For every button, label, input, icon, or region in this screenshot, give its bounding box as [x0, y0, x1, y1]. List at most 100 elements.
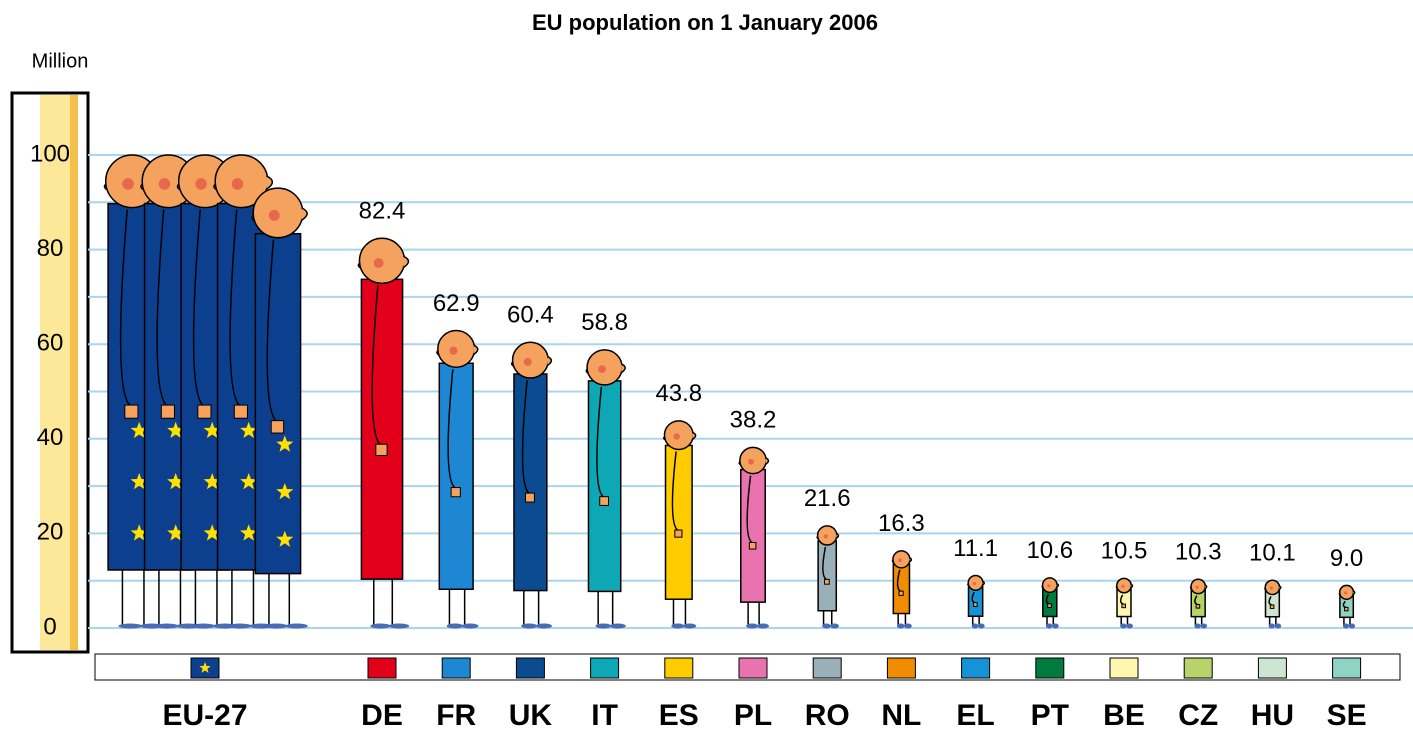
value-label: 16.3 — [878, 510, 925, 537]
hand — [823, 578, 830, 585]
star — [240, 473, 258, 490]
arm — [671, 451, 679, 531]
star — [130, 524, 148, 541]
y-tick-label: 20 — [37, 519, 64, 546]
body — [360, 278, 404, 580]
foot — [1268, 623, 1275, 629]
hand — [124, 404, 139, 419]
body — [254, 232, 302, 575]
body — [438, 362, 474, 591]
ear — [982, 580, 985, 586]
arm — [371, 285, 381, 445]
legend-swatch — [367, 657, 397, 679]
ear — [1278, 585, 1282, 591]
person-figure — [1115, 577, 1134, 629]
ear — [266, 175, 274, 190]
cheek — [158, 178, 171, 190]
body — [513, 373, 548, 592]
hand — [524, 492, 535, 503]
foot — [370, 623, 391, 629]
cheek — [1195, 585, 1199, 589]
legend-swatch — [961, 657, 991, 679]
hand — [1269, 604, 1275, 610]
ear — [1130, 583, 1134, 589]
axis-strip — [40, 95, 70, 650]
arm — [596, 386, 604, 498]
ear — [1204, 584, 1208, 590]
arm — [896, 569, 902, 592]
person-figure — [1041, 577, 1060, 629]
arm — [229, 209, 240, 406]
foot — [285, 623, 308, 629]
arm — [746, 475, 753, 544]
cheek — [598, 365, 606, 373]
cheek — [748, 458, 754, 465]
hand — [1344, 606, 1349, 612]
body — [587, 380, 622, 593]
ear — [546, 355, 553, 367]
hand — [599, 496, 610, 506]
person-figure — [357, 237, 410, 629]
body — [817, 540, 838, 612]
star — [276, 483, 294, 500]
person-figure — [663, 420, 697, 629]
person-figure — [585, 349, 626, 629]
y-tick-label: 80 — [37, 235, 64, 262]
arm — [192, 209, 204, 406]
x-tick-label: ES — [659, 699, 699, 732]
star — [203, 524, 221, 541]
value-label: 10.6 — [1026, 537, 1073, 564]
foot — [830, 623, 839, 629]
value-label: 60.4 — [507, 302, 554, 329]
star — [276, 435, 294, 452]
hand — [270, 420, 285, 434]
foot — [822, 623, 831, 629]
hand — [898, 590, 904, 596]
foot — [154, 623, 179, 629]
y-tick-label: 40 — [37, 424, 64, 451]
hand — [1195, 604, 1201, 609]
ear — [909, 556, 913, 563]
arm — [447, 369, 456, 489]
foot — [757, 623, 769, 629]
foot — [1120, 623, 1127, 629]
hand — [197, 404, 212, 419]
hand — [674, 529, 683, 538]
x-tick-label: BE — [1103, 699, 1145, 732]
arm — [119, 209, 131, 406]
person-figure — [1264, 579, 1282, 629]
legend-swatch — [664, 657, 694, 679]
person-figure — [1189, 578, 1208, 629]
cheek — [673, 433, 680, 440]
x-tick-label: UK — [509, 699, 553, 732]
y-axis-label: Million — [32, 50, 89, 72]
legend-swatch — [1035, 657, 1065, 679]
x-tick-label: RO — [805, 699, 850, 732]
body — [740, 468, 766, 603]
x-tick-label: EL — [956, 699, 994, 732]
cheek — [1269, 586, 1273, 590]
foot — [535, 623, 553, 629]
foot — [1045, 623, 1053, 629]
arm — [266, 239, 277, 422]
x-tick-label: EU-27 — [162, 699, 247, 732]
star — [130, 473, 148, 490]
value-label: 38.2 — [730, 407, 777, 434]
value-label: 11.1 — [953, 535, 998, 562]
hand — [233, 404, 248, 419]
hand — [375, 443, 388, 456]
foot — [904, 623, 912, 629]
y-tick-label: 100 — [30, 140, 70, 167]
foot — [1052, 623, 1059, 629]
foot — [1342, 623, 1350, 629]
foot — [746, 623, 758, 629]
foot — [610, 623, 626, 629]
foot — [1348, 623, 1356, 629]
hand — [1121, 603, 1127, 609]
star — [130, 421, 148, 438]
person-figure — [251, 187, 308, 629]
cheek — [823, 534, 828, 539]
cheek — [231, 178, 244, 190]
cheek — [1121, 584, 1125, 588]
